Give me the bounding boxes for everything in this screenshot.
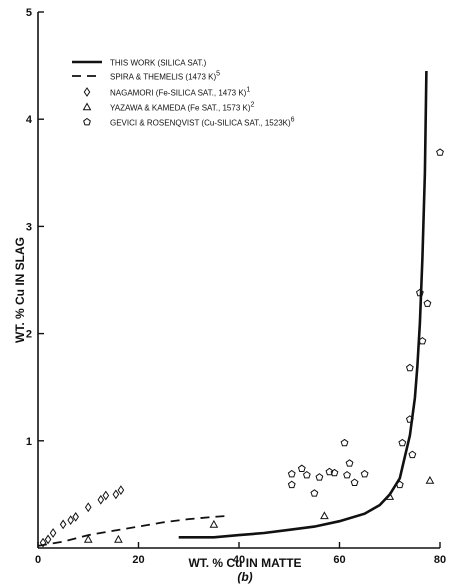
- legend-item: NAGAMORI (Fe-SILICA SAT., 1473 K)1: [83, 87, 250, 98]
- legend-reference-superscript: 6: [291, 117, 295, 124]
- pentagon-point: [436, 148, 444, 156]
- triangle-point: [209, 519, 219, 528]
- legend-label: YAZAWA & KAMEDA (Fe SAT., 1573 K)2: [110, 102, 255, 113]
- y-ticks: 1 2 3 4 5: [26, 7, 44, 448]
- legend: THIS WORK (SILICA SAT.) SPIRA & THEMELIS …: [72, 59, 295, 128]
- x-tick-label: 20: [132, 554, 144, 566]
- triangle-point: [83, 534, 93, 543]
- triangle-point: [320, 511, 329, 520]
- diamond-point: [112, 489, 120, 500]
- pentagon-point: [398, 438, 407, 447]
- diamond-point: [102, 490, 110, 501]
- legend-item: SPIRA & THEMELIS (1473 K)5: [72, 71, 220, 82]
- diamond-point: [97, 494, 105, 505]
- legend-pentagon-marker: [83, 117, 91, 126]
- pentagon-point: [423, 299, 432, 307]
- pentagon-point: [287, 480, 296, 489]
- y-tick-label: 2: [26, 329, 32, 341]
- legend-reference-superscript: 1: [246, 87, 250, 94]
- diamond-point: [39, 537, 47, 548]
- pentagon-point: [405, 363, 414, 372]
- legend-label: NAGAMORI (Fe-SILICA SAT., 1473 K)1: [110, 87, 250, 98]
- x-tick-label: 40: [233, 554, 245, 566]
- legend-reference-superscript: 5: [216, 71, 220, 78]
- pentagon-point: [302, 470, 311, 479]
- x-tick-label: 80: [434, 554, 446, 566]
- spira-themelis-curve: [37, 514, 229, 547]
- pentagon-point: [405, 415, 414, 423]
- series-gevici: [287, 148, 444, 497]
- pentagon-point: [350, 478, 359, 486]
- pentagon-point: [330, 468, 339, 477]
- y-tick-label: 3: [26, 221, 32, 233]
- pentagon-point: [310, 489, 319, 497]
- pentagon-point: [287, 469, 296, 478]
- legend-reference-superscript: 2: [251, 102, 255, 109]
- legend-label: GEVICI & ROSENQVIST (Cu-SILICA SAT., 152…: [110, 117, 295, 128]
- diamond-point: [117, 485, 125, 496]
- legend-label: SPIRA & THEMELIS (1473 K)5: [110, 71, 220, 82]
- series-this: [178, 70, 428, 539]
- legend-label: THIS WORK (SILICA SAT.): [110, 59, 207, 68]
- pentagon-point: [345, 459, 354, 467]
- x-tick-label: 60: [333, 554, 345, 566]
- y-tick-label: 4: [26, 114, 33, 126]
- pentagon-point: [408, 450, 417, 459]
- figure-caption: (b): [237, 570, 252, 584]
- diamond-point: [67, 515, 74, 526]
- series-spira: [37, 514, 229, 547]
- pentagon-point: [418, 336, 427, 345]
- pentagon-point: [415, 288, 424, 297]
- pentagon-point: [340, 438, 349, 447]
- y-tick-label: 5: [26, 7, 32, 19]
- triangle-point: [425, 475, 435, 484]
- pentagon-point: [360, 469, 369, 478]
- series-nagamori: [39, 485, 125, 548]
- legend-diamond-marker: [83, 87, 91, 97]
- y-axis-title: WT. % Cu IN SLAG: [13, 237, 27, 343]
- triangle-point: [385, 492, 395, 500]
- x-axis-title: WT. % Cu IN MATTE: [188, 556, 301, 570]
- diamond-point: [44, 534, 52, 545]
- diamond-point: [72, 512, 79, 522]
- y-tick-label: 1: [26, 436, 32, 448]
- series-layer: [37, 70, 444, 548]
- triangle-point: [114, 534, 123, 543]
- pentagon-point: [395, 480, 404, 489]
- legend-item: THIS WORK (SILICA SAT.): [72, 59, 207, 68]
- pentagon-point: [325, 467, 334, 476]
- x-ticks: 0 20 40 60 80: [35, 542, 446, 566]
- diamond-point: [59, 519, 67, 530]
- diamond-point: [49, 528, 57, 538]
- diamond-point: [84, 502, 92, 513]
- pentagon-point: [343, 470, 351, 479]
- legend-item: YAZAWA & KAMEDA (Fe SAT., 1573 K)2: [82, 102, 255, 113]
- legend-item: GEVICI & ROSENQVIST (Cu-SILICA SAT., 152…: [83, 117, 295, 128]
- axes: 0 20 40 60 80 1 2 3 4 5: [26, 7, 446, 566]
- this-work-curve: [178, 70, 428, 539]
- pentagon-point: [297, 464, 306, 473]
- legend-triangle-marker: [82, 102, 92, 111]
- pentagon-point: [315, 473, 324, 481]
- x-tick-label: 0: [35, 554, 41, 566]
- series-yazawa: [83, 475, 435, 543]
